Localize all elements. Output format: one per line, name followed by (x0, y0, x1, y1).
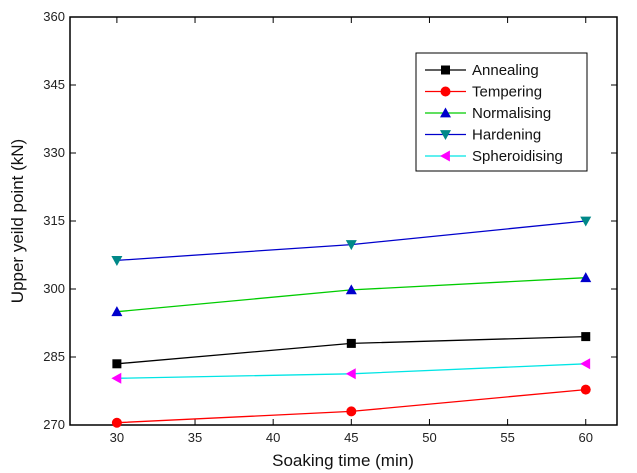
data-point-spheroidising (111, 372, 122, 384)
legend: Annealing Tempering Normalising Hardening Sp… (415, 52, 588, 172)
x-tick-label: 35 (188, 430, 202, 445)
data-point-hardening (345, 240, 357, 251)
data-point-normalising (345, 284, 357, 295)
legend-label-hardening: Hardening (472, 127, 541, 144)
legend-marker-annealing (441, 65, 450, 75)
data-point-normalising (580, 272, 592, 283)
y-tick-label: 315 (43, 213, 65, 228)
x-tick-label: 30 (110, 430, 124, 445)
legend-label-annealing: Annealing (472, 62, 539, 79)
data-point-spheroidising (345, 368, 356, 380)
legend-marker-spheroidising (440, 150, 450, 162)
data-point-spheroidising (580, 358, 591, 370)
x-axis-title: Soaking time (min) (272, 451, 414, 470)
y-tick-label: 285 (43, 349, 65, 364)
x-tick-label: 45 (344, 430, 358, 445)
legend-label-tempering: Tempering (472, 84, 542, 101)
data-point-hardening (580, 216, 592, 227)
y-tick-label: 360 (43, 9, 65, 24)
legend-marker-normalising (440, 107, 451, 118)
x-tick-label: 40 (266, 430, 280, 445)
legend-label-spheroidising: Spheroidising (472, 148, 563, 165)
data-point-annealing (581, 332, 591, 342)
data-point-normalising (111, 306, 123, 317)
y-tick-label: 345 (43, 77, 65, 92)
data-point-tempering (111, 417, 122, 428)
x-tick-label: 60 (579, 430, 593, 445)
x-tick-label: 55 (500, 430, 514, 445)
y-tick-label: 270 (43, 417, 65, 432)
data-point-hardening (111, 256, 123, 266)
y-tick-label: 300 (43, 281, 65, 296)
x-axis: 30 35 40 45 50 55 60 (110, 17, 593, 445)
y-axis: 270 285 300 315 330 345 360 (43, 9, 617, 432)
data-point-annealing (346, 338, 356, 348)
legend-marker-hardening (440, 130, 451, 140)
series-layer (111, 216, 592, 428)
data-point-tempering (580, 384, 591, 395)
x-tick-label: 50 (422, 430, 436, 445)
data-point-tempering (346, 406, 357, 417)
y-axis-title: Upper yeild point (kN) (8, 139, 27, 303)
legend-label-normalising: Normalising (472, 105, 551, 122)
data-point-annealing (112, 359, 122, 369)
legend-marker-tempering (440, 86, 451, 97)
y-tick-label: 330 (43, 145, 65, 160)
